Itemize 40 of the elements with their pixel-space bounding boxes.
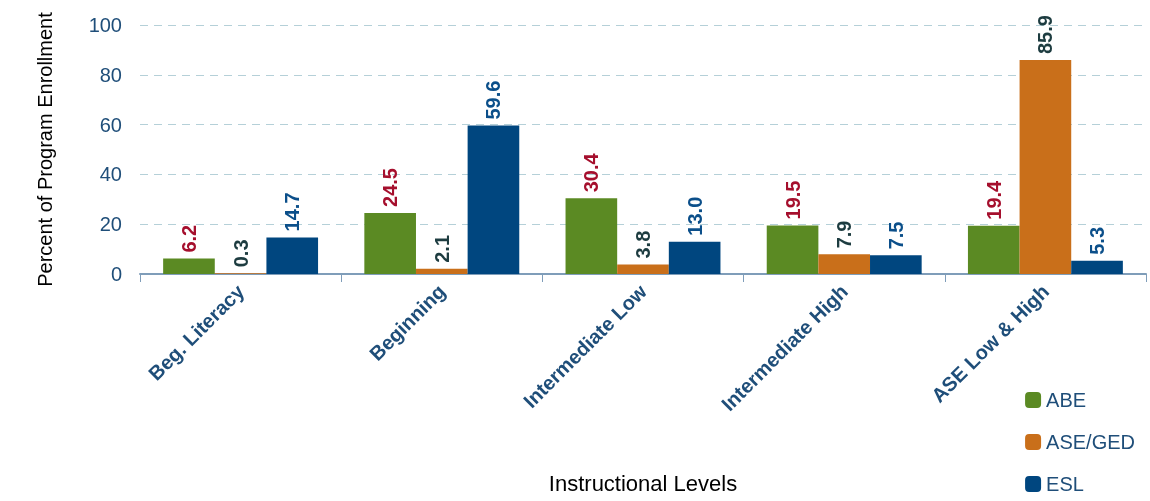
- data-label: 24.5: [379, 168, 402, 207]
- data-label: 2.1: [430, 234, 453, 263]
- data-label: 19.5: [781, 180, 804, 220]
- data-label: 5.3: [1086, 226, 1109, 255]
- bar: [467, 125, 520, 274]
- data-label: 59.6: [482, 80, 505, 120]
- legend-label: ABE: [1046, 389, 1087, 411]
- data-label: 13.0: [683, 196, 706, 236]
- bar: [1071, 260, 1123, 274]
- legend-label: ESL: [1046, 473, 1084, 495]
- bar: [364, 213, 416, 274]
- bar: [668, 241, 721, 274]
- data-label: 0.3: [229, 239, 252, 268]
- bar: [870, 255, 922, 274]
- bar: [967, 225, 1020, 274]
- y-tick-label: 0: [110, 263, 122, 285]
- y-tick-label: 40: [99, 163, 122, 186]
- data-label: 6.2: [177, 224, 200, 253]
- bar: [415, 268, 468, 274]
- bar: [565, 198, 618, 274]
- y-axis-title: Percent of Program Enrollment: [34, 11, 56, 287]
- bar: [818, 254, 871, 274]
- data-label: 85.9: [1034, 15, 1057, 55]
- data-label: 7.5: [884, 221, 907, 250]
- bar: [1019, 60, 1072, 274]
- bar: [766, 225, 819, 274]
- data-label: 19.4: [982, 179, 1005, 220]
- data-label: 14.7: [281, 192, 304, 232]
- y-tick-label: 20: [99, 213, 122, 236]
- data-label: 3.8: [632, 230, 654, 259]
- legend-label: ASE/GED: [1046, 431, 1136, 453]
- bar: [617, 264, 669, 274]
- y-tick-label: 60: [99, 113, 122, 136]
- data-label: 30.4: [580, 152, 603, 193]
- data-label: 7.9: [833, 220, 856, 249]
- bar: [163, 258, 215, 274]
- y-tick-label: 100: [88, 14, 122, 36]
- bar: [266, 237, 319, 274]
- x-axis-title: Instructional Levels: [548, 470, 738, 496]
- y-tick-label: 80: [99, 63, 122, 86]
